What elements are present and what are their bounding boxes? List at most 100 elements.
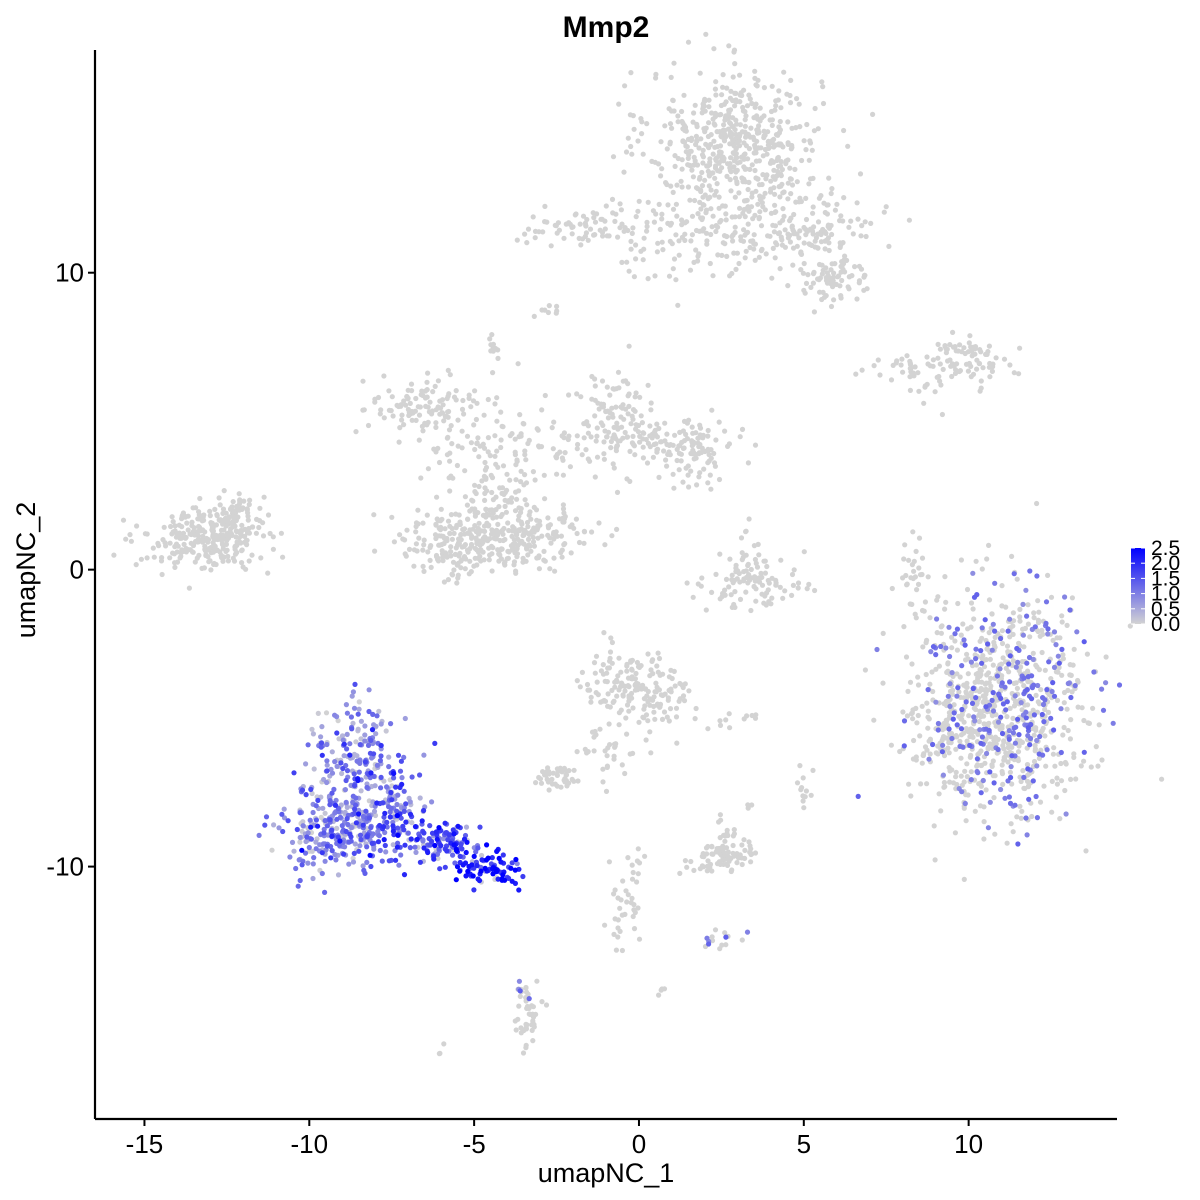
cell-point [513,856,519,863]
cell-point [723,717,729,723]
cell-point [320,841,326,847]
cell-point [672,683,678,689]
cell-point [952,830,959,836]
cell-point [974,678,981,684]
cell-point [464,502,470,508]
cell-point [794,179,800,185]
cell-point [954,722,960,728]
cell-point [924,781,930,787]
cell-point [751,246,757,252]
cell-point [636,936,643,942]
cell-point [964,738,970,744]
cell-point [947,342,953,348]
cell-point [329,827,335,833]
cell-point [1075,704,1081,710]
cell-point [1029,696,1035,702]
cell-point [945,693,951,699]
cell-point [604,679,610,685]
cell-point [798,787,804,793]
cell-point [943,346,949,352]
cell-point [1016,743,1022,749]
cell-point [760,153,766,159]
cell-point [420,837,426,843]
cell-point [1007,800,1014,807]
cell-point [746,179,752,185]
cell-point [432,383,438,389]
cell-point [414,836,420,843]
cell-point [959,716,965,722]
cell-point [225,553,231,560]
cell-point [1005,741,1012,747]
cell-point [451,530,457,537]
cell-point [985,641,991,647]
cell-point [525,536,532,543]
cell-point [724,827,730,833]
cell-point [310,875,316,882]
cell-point [432,842,438,849]
cell-point [624,702,631,708]
cell-point [745,460,752,466]
cell-point [402,537,408,543]
cell-point [335,834,341,840]
cell-point [769,138,775,144]
cell-point [687,197,693,203]
cell-point [624,668,630,674]
cell-point [548,243,554,249]
cell-point [541,548,547,555]
cell-point [376,708,382,714]
cell-point [403,402,409,408]
cell-point [825,202,831,208]
cell-point [771,144,777,150]
cell-point [722,587,728,593]
cell-point [249,552,255,558]
cell-point [700,154,707,160]
cell-point [837,283,843,289]
cell-point [640,455,647,461]
cell-point [195,528,201,535]
cell-point [270,534,276,540]
cell-point [817,289,823,295]
cell-point [461,543,467,549]
cell-point [715,224,721,230]
cell-point [1025,783,1032,789]
cell-point [518,519,524,525]
cell-point [311,766,317,772]
cell-point [220,558,226,564]
cell-point [736,260,742,267]
cell-point [334,816,340,822]
cell-point [711,450,717,457]
cell-point [415,404,421,410]
cell-point [700,160,706,166]
cell-point [412,824,419,830]
cell-point [344,710,350,716]
y-tick-label: -10 [46,852,84,882]
cell-point [611,891,617,897]
cell-point [971,594,978,600]
cell-point [468,569,474,575]
cell-point [994,673,1001,679]
cell-point [719,942,725,948]
cell-point [717,812,724,818]
cell-point [730,74,736,80]
cell-point [616,101,622,107]
cell-point [229,531,235,538]
cell-point [1023,709,1029,715]
cell-point [336,736,342,742]
cell-point [776,130,783,136]
cell-point [538,780,545,786]
cell-point [376,833,382,839]
cell-point [1031,732,1037,738]
cell-point [969,733,975,739]
cell-point [226,514,232,520]
cell-point [857,171,864,177]
cell-point [712,175,718,181]
cell-point [1058,749,1064,756]
cell-point [413,395,419,402]
cell-point [671,256,678,262]
cell-point [714,155,720,161]
cell-point [687,267,694,273]
cell-point [625,411,631,417]
cell-point [676,698,682,704]
cell-point [689,424,695,430]
cell-point [1029,813,1035,820]
